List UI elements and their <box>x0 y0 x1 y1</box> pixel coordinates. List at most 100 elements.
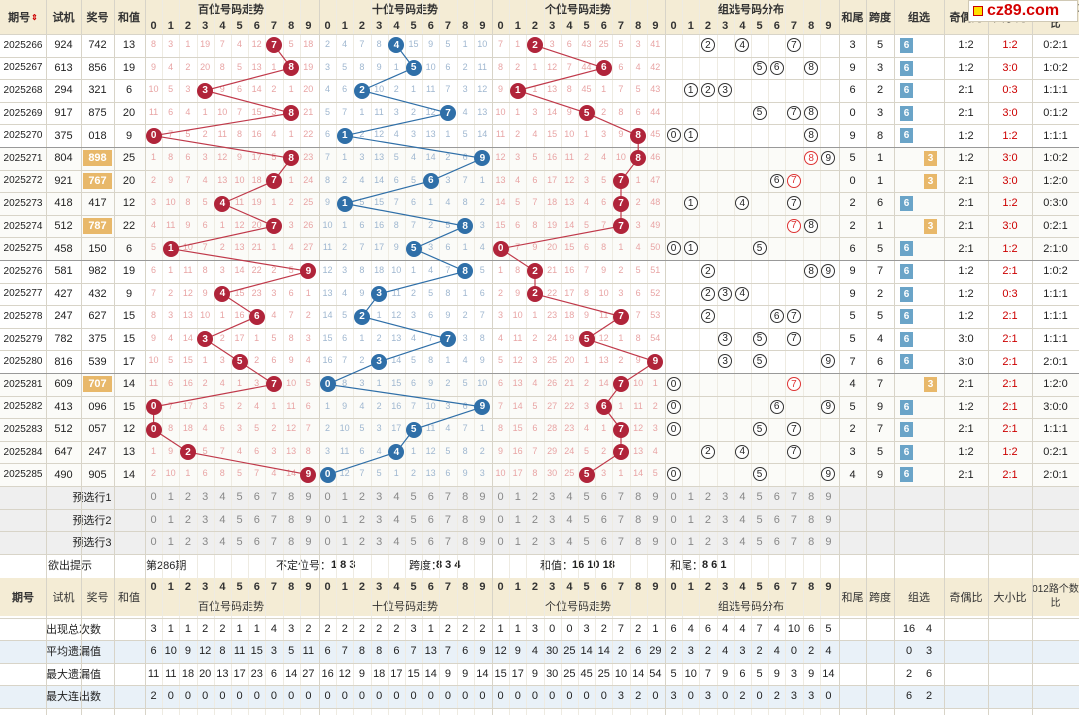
preselect-digit[interactable]: 3 <box>202 513 209 526</box>
preselect-digit[interactable]: 6 <box>253 513 260 526</box>
preselect-digit[interactable]: 7 <box>790 536 798 549</box>
preselect-digit[interactable]: 1 <box>687 513 694 526</box>
preselect-digit[interactable]: 7 <box>790 491 798 504</box>
preselect-digit[interactable]: 3 <box>549 491 556 504</box>
preselect-digit[interactable]: 9 <box>652 513 659 526</box>
preselect-digit[interactable]: 6 <box>427 536 434 549</box>
preselect-digit[interactable]: 7 <box>617 513 625 526</box>
preselect-digit[interactable]: 6 <box>253 491 260 504</box>
preselect-digit[interactable]: 2 <box>358 536 366 549</box>
preselect-digit[interactable]: 1 <box>167 491 174 504</box>
preselect-digit[interactable]: 5 <box>410 513 417 526</box>
preselect-digit[interactable]: 6 <box>600 513 607 526</box>
preselect-digit[interactable]: 5 <box>583 513 590 526</box>
preselect-digit[interactable]: 0 <box>150 513 157 526</box>
preselect-digit[interactable]: 4 <box>739 491 746 504</box>
preselect-digit[interactable]: 1 <box>341 491 348 504</box>
preselect-digit[interactable]: 3 <box>722 491 729 504</box>
preselect-digit[interactable]: 7 <box>270 513 278 526</box>
preselect-digit[interactable]: 3 <box>722 513 729 526</box>
preselect-digit[interactable]: 6 <box>253 536 260 549</box>
preselect-digit[interactable]: 4 <box>566 491 573 504</box>
preselect-digit[interactable]: 6 <box>600 491 607 504</box>
preselect-digit[interactable]: 2 <box>704 513 712 526</box>
preselect-digit[interactable]: 9 <box>305 491 312 504</box>
preselect-digit[interactable]: 2 <box>531 513 539 526</box>
preselect-digit[interactable]: 5 <box>583 491 590 504</box>
preselect-digit[interactable]: 6 <box>427 491 434 504</box>
preselect-digit[interactable]: 4 <box>566 536 573 549</box>
preselect-digit[interactable]: 1 <box>514 513 521 526</box>
watermark[interactable]: cz89.com <box>968 0 1078 22</box>
preselect-digit[interactable]: 5 <box>583 536 590 549</box>
preselect-digit[interactable]: 9 <box>479 513 486 526</box>
preselect-digit[interactable]: 7 <box>444 536 452 549</box>
sort-icon[interactable]: ⇕ <box>31 12 38 22</box>
preselect-digit[interactable]: 7 <box>444 513 452 526</box>
preselect-digit[interactable]: 1 <box>687 536 694 549</box>
preselect-digit[interactable]: 0 <box>497 536 504 549</box>
preselect-digit[interactable]: 6 <box>427 513 434 526</box>
preselect-digit[interactable]: 1 <box>341 536 348 549</box>
preselect-digit[interactable]: 2 <box>184 491 192 504</box>
preselect-digit[interactable]: 0 <box>324 536 331 549</box>
preselect-digit[interactable]: 8 <box>462 536 469 549</box>
preselect-digit[interactable]: 4 <box>739 513 746 526</box>
preselect-digit[interactable]: 0 <box>150 536 157 549</box>
preselect-digit[interactable]: 4 <box>219 513 226 526</box>
preselect-digit[interactable]: 4 <box>393 513 400 526</box>
preselect-digit[interactable]: 0 <box>670 536 677 549</box>
preselect-digit[interactable]: 9 <box>305 536 312 549</box>
preselect-digit[interactable]: 7 <box>617 491 625 504</box>
preselect-digit[interactable]: 3 <box>376 491 383 504</box>
preselect-digit[interactable]: 0 <box>324 513 331 526</box>
preselect-digit[interactable]: 5 <box>756 536 763 549</box>
preselect-digit[interactable]: 1 <box>687 491 694 504</box>
preselect-digit[interactable]: 9 <box>305 513 312 526</box>
col-qihao[interactable]: 期号 ⇕ <box>8 12 38 24</box>
preselect-digit[interactable]: 5 <box>236 536 243 549</box>
preselect-digit[interactable]: 5 <box>410 536 417 549</box>
preselect-digit[interactable]: 0 <box>670 491 677 504</box>
preselect-digit[interactable]: 1 <box>167 513 174 526</box>
preselect-digit[interactable]: 0 <box>150 491 157 504</box>
preselect-digit[interactable]: 2 <box>531 536 539 549</box>
preselect-digit[interactable]: 8 <box>462 491 469 504</box>
preselect-digit[interactable]: 7 <box>790 513 798 526</box>
preselect-digit[interactable]: 8 <box>288 491 295 504</box>
preselect-digit[interactable]: 5 <box>756 491 763 504</box>
preselect-digit[interactable]: 0 <box>497 513 504 526</box>
preselect-digit[interactable]: 3 <box>549 513 556 526</box>
preselect-digit[interactable]: 8 <box>808 491 815 504</box>
preselect-digit[interactable]: 0 <box>497 491 504 504</box>
preselect-digit[interactable]: 5 <box>236 513 243 526</box>
preselect-digit[interactable]: 7 <box>617 536 625 549</box>
preselect-digit[interactable]: 4 <box>219 536 226 549</box>
preselect-digit[interactable]: 3 <box>376 536 383 549</box>
preselect-digit[interactable]: 8 <box>635 491 642 504</box>
preselect-digit[interactable]: 8 <box>635 536 642 549</box>
preselect-digit[interactable]: 2 <box>184 536 192 549</box>
preselect-digit[interactable]: 9 <box>652 536 659 549</box>
preselect-digit[interactable]: 9 <box>825 491 832 504</box>
preselect-digit[interactable]: 2 <box>531 491 539 504</box>
preselect-digit[interactable]: 3 <box>202 491 209 504</box>
preselect-digit[interactable]: 1 <box>341 513 348 526</box>
preselect-digit[interactable]: 2 <box>358 491 366 504</box>
preselect-digit[interactable]: 3 <box>376 513 383 526</box>
preselect-digit[interactable]: 7 <box>444 491 452 504</box>
preselect-digit[interactable]: 3 <box>202 536 209 549</box>
preselect-digit[interactable]: 6 <box>600 536 607 549</box>
preselect-digit[interactable]: 9 <box>652 491 659 504</box>
preselect-digit[interactable]: 1 <box>514 491 521 504</box>
preselect-digit[interactable]: 8 <box>462 513 469 526</box>
preselect-digit[interactable]: 9 <box>825 513 832 526</box>
preselect-digit[interactable]: 8 <box>808 513 815 526</box>
preselect-digit[interactable]: 5 <box>756 513 763 526</box>
preselect-digit[interactable]: 0 <box>324 491 331 504</box>
preselect-digit[interactable]: 6 <box>773 513 780 526</box>
preselect-digit[interactable]: 1 <box>167 536 174 549</box>
preselect-digit[interactable]: 8 <box>288 513 295 526</box>
preselect-digit[interactable]: 4 <box>393 536 400 549</box>
preselect-digit[interactable]: 2 <box>704 536 712 549</box>
